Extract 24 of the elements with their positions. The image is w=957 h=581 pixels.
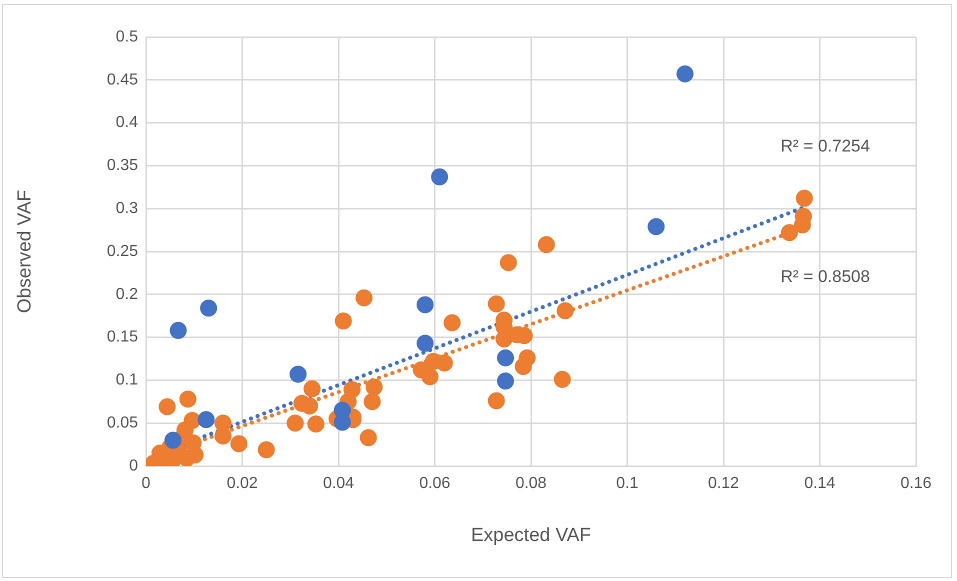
y-tick-label: 0.4 [116,114,138,132]
annotation: R² = 0.8508 [780,267,870,286]
x-tick-label: 0.1 [616,475,638,492]
y-tick-label: 0.35 [106,157,138,174]
x-tick-label: 0 [142,475,151,492]
x-tick-label: 0.08 [515,475,547,492]
y-tick-label: 0 [129,457,138,474]
x-tick-label: 0.12 [708,475,740,492]
x-axis-title: Expected VAF [470,524,592,546]
y-axis-title: Observed VAF [14,190,36,314]
annotation: R² = 0.7254 [780,136,870,156]
x-tick-label: 0.06 [419,475,450,492]
x-tick-label: 0.02 [226,475,258,492]
y-tick-label: 0.1 [116,372,138,389]
x-tick-label: 0.04 [322,475,354,492]
y-tick-label: 0.05 [106,414,138,432]
x-tick-label: 0.16 [900,475,932,492]
y-tick-label: 0.15 [106,328,138,346]
y-tick-label: 0.3 [116,200,138,218]
y-tick-label: 0.5 [116,28,138,46]
y-tick-label: 0.2 [116,286,138,303]
y-tick-label: 0.45 [106,71,138,88]
y-tick-label: 0.25 [106,242,138,260]
x-tick-label: 0.14 [804,475,836,492]
